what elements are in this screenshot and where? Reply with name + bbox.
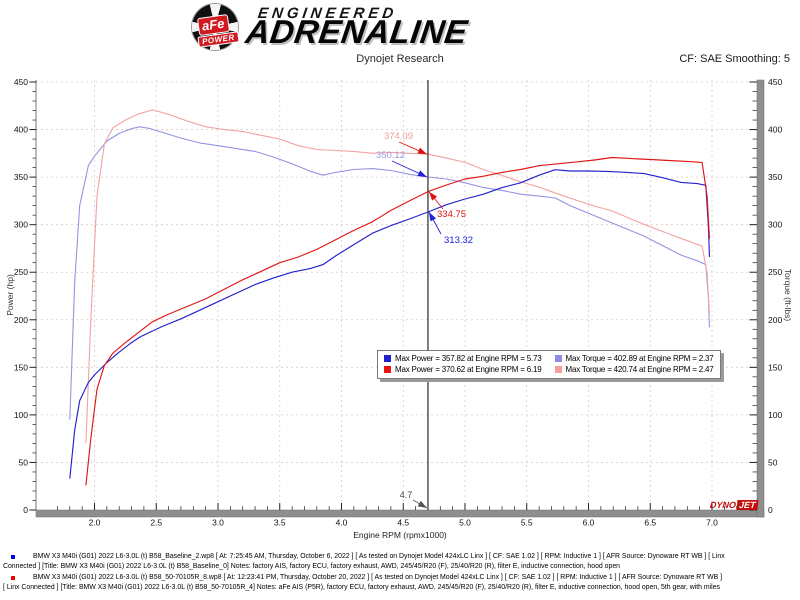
legend-swatch <box>554 366 562 373</box>
x-axis-tick-label: 3.5 <box>274 518 286 528</box>
run-info-footer: BMW X3 M40i (G01) 2022 L6-3.0L (t) B58_B… <box>0 552 800 594</box>
x-axis-tick-label: 4.0 <box>336 518 348 528</box>
right-axis-tick-label: 50 <box>768 457 778 467</box>
x-axis-tick-label: 4.5 <box>397 518 409 528</box>
callout-arrowhead <box>417 147 427 155</box>
right-axis-tick-label: 200 <box>768 315 782 325</box>
y-axis-title-torque: Torque (ft-lbs) <box>783 268 793 322</box>
right-axis-tick-label: 300 <box>768 220 782 230</box>
x-axis-tick-label: 5.0 <box>459 518 471 528</box>
legend-swatch <box>384 355 391 362</box>
left-axis-tick-label: 150 <box>14 362 28 372</box>
left-axis-tick-label: 100 <box>14 410 28 420</box>
legend-label: Max Power = 370.62 at Engine RPM = 6.19 <box>395 365 542 374</box>
legend-item-3: Max Torque = 420.74 at Engine RPM = 2.47 <box>554 364 714 375</box>
x-axis-tick-label: 6.0 <box>583 518 595 528</box>
dynojet-logo: DYNO JET <box>709 500 759 510</box>
run1-info-line2: Connected ] [Title: BMW X3 M40i (G01) 20… <box>3 563 621 571</box>
y-axis-title-power: Power (hp) <box>5 274 15 316</box>
run2-info-line2: [ Linx Connected ] [Title: BMW X3 M40i (… <box>3 584 720 592</box>
callout-value-label: 350.12 <box>376 150 405 161</box>
legend-item-0: Max Power = 357.82 at Engine RPM = 5.73 <box>384 353 542 364</box>
x-axis-tick-label: 7.0 <box>706 518 718 528</box>
legend-label: Max Power = 357.82 at Engine RPM = 5.73 <box>395 354 542 363</box>
cursor-rpm-label: 4.7 <box>400 490 413 500</box>
left-axis-tick-label: 350 <box>14 172 28 182</box>
left-axis-tick-label: 0 <box>23 505 28 515</box>
brand-adrenaline-text: ADRENALINE <box>243 13 471 50</box>
callout-arrowhead <box>428 211 437 222</box>
left-axis-tick-label: 400 <box>14 125 28 135</box>
callout-arrowhead <box>417 500 427 508</box>
curve-baseline-torque <box>69 126 711 420</box>
curve-afe-torque <box>85 109 711 444</box>
x-axis-tick-label: 2.5 <box>150 518 162 528</box>
legend-swatch <box>554 355 562 362</box>
callout-value-label: 313.32 <box>444 235 473 246</box>
left-axis-tick-label: 50 <box>19 457 29 467</box>
right-axis-tick-label: 100 <box>768 410 782 420</box>
x-axis-tick-label: 2.0 <box>89 518 101 528</box>
right-axis-tick-label: 250 <box>768 267 782 277</box>
dynojet-logo-jet: JET <box>736 500 759 510</box>
run2-info-line1: BMW X3 M40i (G01) 2022 L6-3.0L (t) B58_5… <box>33 573 723 581</box>
dynojet-logo-dyno: DYNO <box>709 500 737 510</box>
right-axis-tick-label: 0 <box>768 505 773 515</box>
run1-info-line1: BMW X3 M40i (G01) 2022 L6-3.0L (t) B58_B… <box>33 553 725 560</box>
callout-arrowhead <box>428 191 438 201</box>
bottom-axis-bar <box>35 509 765 518</box>
callout-arrowhead <box>417 170 427 177</box>
x-axis-tick-label: 6.5 <box>644 518 656 528</box>
right-axis-bar <box>756 79 765 518</box>
callout-value-label: 374.09 <box>384 131 413 142</box>
x-axis-title: Engine RPM (rpmx1000) <box>353 530 447 540</box>
legend-swatch <box>384 366 391 373</box>
left-axis-tick-label: 450 <box>14 77 28 87</box>
right-axis-tick-label: 400 <box>768 125 782 135</box>
left-axis-tick-label: 200 <box>14 315 28 325</box>
legend-box: Max Power = 357.82 at Engine RPM = 5.73 M… <box>377 350 722 379</box>
correction-factor-label: CF: SAE Smoothing: 5 <box>679 53 790 65</box>
left-axis-tick-label: 300 <box>14 220 28 230</box>
curve-afe-power <box>85 156 711 486</box>
legend-label: Max Torque = 402.89 at Engine RPM = 2.37 <box>565 354 714 363</box>
run1-bullet <box>11 555 15 559</box>
chart-title: Dynojet Research <box>356 53 444 65</box>
afe-power-logo: aFe POWER <box>192 4 240 50</box>
right-axis-tick-label: 450 <box>768 77 782 87</box>
x-axis-tick-label: 3.0 <box>212 518 224 528</box>
curve-baseline-power <box>69 169 711 479</box>
callout-value-label: 334.75 <box>437 209 466 220</box>
legend-label: Max Torque = 420.74 at Engine RPM = 2.47 <box>565 365 714 374</box>
right-axis-tick-label: 150 <box>768 362 782 372</box>
x-axis-tick-label: 5.5 <box>521 518 533 528</box>
legend-item-1: Max Torque = 402.89 at Engine RPM = 2.37 <box>554 353 714 364</box>
run2-bullet <box>11 576 15 580</box>
legend-item-2: Max Power = 370.62 at Engine RPM = 6.19 <box>384 364 542 375</box>
right-axis-tick-label: 350 <box>768 172 782 182</box>
left-axis-tick-label: 250 <box>14 267 28 277</box>
